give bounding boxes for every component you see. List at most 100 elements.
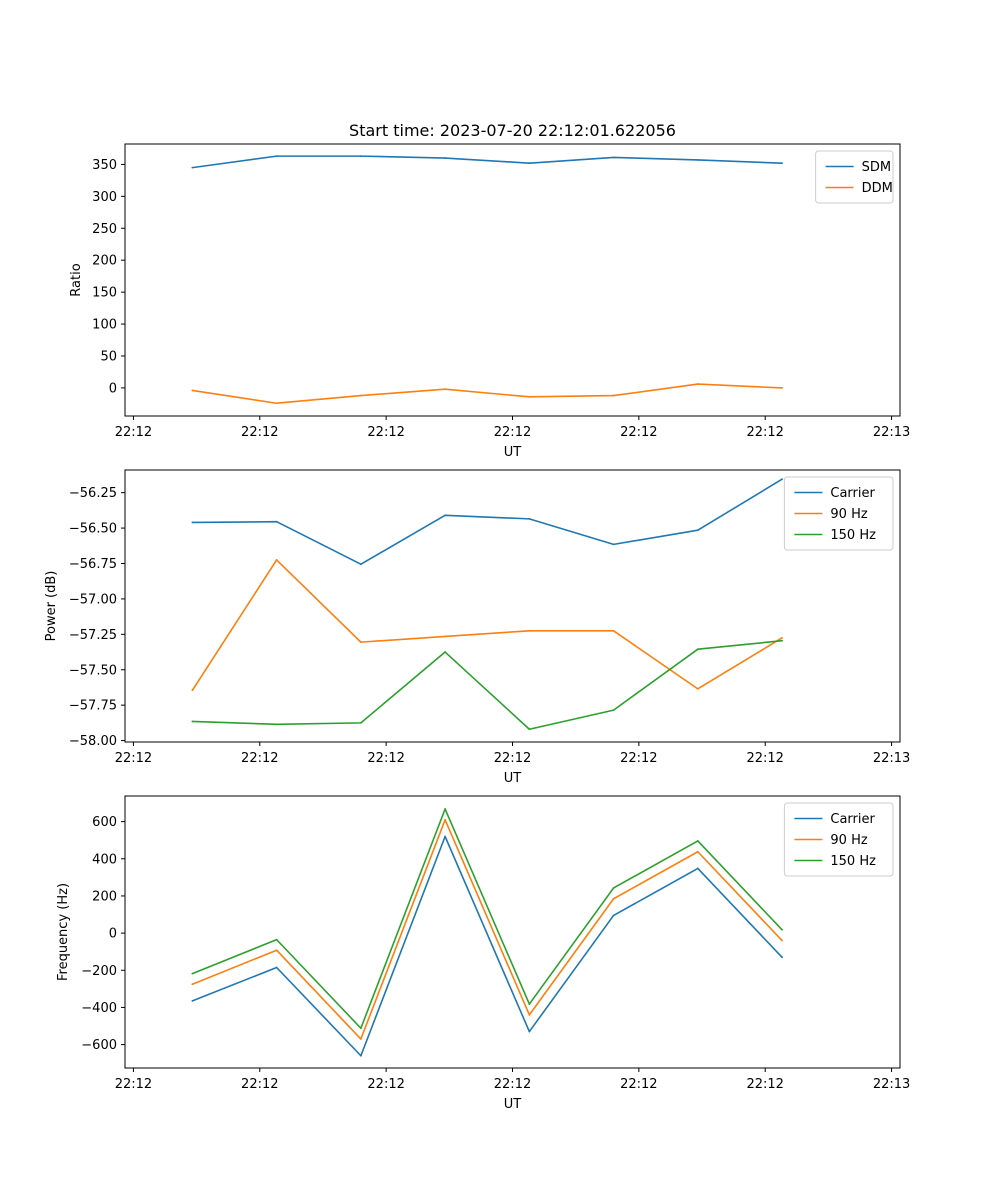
panel-3-data-point-150-hz [781, 928, 783, 931]
panel-2-data-point-90-hz [359, 641, 362, 644]
panel-1-data-point-sdm [275, 155, 278, 158]
panel-2-data-point-carrier [444, 514, 447, 517]
panel-1-frame [124, 143, 901, 417]
panel-2-x-axis-label: UT [504, 771, 522, 786]
panel-3-data-point-carrier [696, 867, 699, 870]
panel-3-data-point-90-hz [359, 1038, 362, 1040]
panel-1-data-point-sdm [781, 162, 783, 165]
panel-1-data-point-ddm [359, 394, 362, 397]
panel-3-y-tick-label: −200 [81, 964, 117, 979]
panel-1-x-tick-label: 22:12 [367, 425, 404, 440]
panel-3-data-point-carrier [275, 966, 278, 969]
panel-3-data-point-150-hz [696, 840, 699, 842]
panel-1-legend-label-sdm: SDM [862, 160, 891, 175]
panel-2-y-tick-label: −57.00 [69, 592, 117, 607]
panel-3-y-axis-label: Frequency (Hz) [56, 883, 71, 981]
panel-3-data-point-150-hz [275, 938, 278, 941]
panel-3-data-point-150-hz [444, 808, 447, 810]
panel-3-x-tick-label: 22:13 [873, 1077, 910, 1092]
panel-1-legend-label-ddm: DDM [862, 181, 893, 196]
panel-2-x-tick-label: 22:13 [873, 751, 910, 766]
panel-2-data-point-150-hz [275, 723, 278, 726]
panel-3-data-point-carrier [359, 1054, 362, 1057]
panel-2-legend-label-carrier: Carrier [830, 486, 875, 501]
panel-2-data-point-carrier [275, 520, 278, 523]
panel-1-y-tick-label: 100 [92, 318, 117, 333]
panel-1-x-axis-label: UT [504, 445, 522, 460]
panel-1-x-tick-label: 22:12 [241, 425, 278, 440]
panel-2-x-tick-label: 22:12 [367, 751, 404, 766]
panel-1-data-point-sdm [528, 162, 531, 165]
panel-1-data-point-ddm [528, 395, 531, 398]
panel-1: 22:12 22:12 22:12 22:12 22:12 22:12 22:13 0 50 10… [69, 143, 910, 460]
panel-1-y-tick-label: 250 [92, 222, 117, 237]
panel-3-y-tick-label: −600 [81, 1038, 117, 1053]
panel-2-data-point-90-hz [275, 559, 278, 561]
panel-2-y-tick-label: −57.25 [69, 628, 117, 643]
panel-1-x-tick-label: 22:12 [620, 425, 657, 440]
panel-2-data-point-carrier [781, 478, 783, 481]
panel-2-y-axis-label: Power (dB) [44, 571, 59, 642]
panel-2-data-point-90-hz [612, 629, 615, 632]
panel-1-data-point-ddm [275, 402, 278, 405]
panel-3-x-axis-label: UT [504, 1097, 522, 1112]
panel-2-x-tick-label: 22:12 [494, 751, 531, 766]
panel-3-data-point-150-hz [528, 1003, 531, 1005]
panel-3-y-tick-label: 200 [92, 889, 117, 904]
panel-2-legend-label-150-hz: 150 Hz [830, 528, 876, 543]
panel-1-x-tick-label: 22:12 [115, 425, 152, 440]
panel-1-data-point-ddm [612, 394, 615, 397]
panel-3-x-tick-label: 22:12 [241, 1077, 278, 1092]
panel-2-data-point-carrier [696, 529, 699, 532]
panel-2-data-point-150-hz [612, 709, 615, 712]
panel-1-x-tick-label: 22:13 [873, 425, 910, 440]
panel-2-y-tick-label: −57.50 [69, 663, 117, 678]
panel-3-legend [783, 802, 894, 877]
panel-2-data-point-carrier [191, 521, 194, 524]
panel-3-x-tick-label: 22:12 [746, 1077, 783, 1092]
panel-1-data-point-sdm [444, 157, 447, 159]
panel-3-x-tick-label: 22:12 [494, 1077, 531, 1092]
panel-3-data-point-90-hz [444, 818, 447, 821]
panel-3-data-point-90-hz [612, 897, 615, 900]
chart-title: Start time: 2023-07-20 22:12:01.622056 [349, 121, 676, 140]
panel-1-x-tick-label: 22:12 [746, 425, 783, 440]
panel-3-series-line-150-hz [192, 808, 783, 1030]
panel-2-data-point-150-hz [444, 651, 447, 653]
panel-3-y-tick-label: 600 [92, 815, 117, 830]
panel-3-data-point-carrier [191, 1000, 194, 1002]
panel-3-series-line-carrier [192, 835, 783, 1057]
panel-2-data-point-carrier [528, 517, 531, 520]
panel-3-y-tick-label: 0 [109, 927, 117, 942]
panel-2-data-point-150-hz [359, 721, 362, 724]
panel-1-series-line-sdm [192, 155, 783, 169]
panel-2-y-tick-label: −57.75 [69, 699, 117, 714]
panel-3-data-point-carrier [781, 956, 783, 959]
panel-1-y-tick-label: 50 [100, 349, 117, 364]
panel-3-series-line-90-hz [192, 818, 783, 1040]
panel-2-data-point-90-hz [781, 636, 783, 639]
panel-3-x-tick-label: 22:12 [620, 1077, 657, 1092]
panel-2-legend-label-90-hz: 90 Hz [830, 507, 867, 522]
panel-2-y-tick-label: −56.75 [69, 557, 117, 572]
panel-1-legend [815, 150, 894, 204]
panel-1-y-tick-label: 200 [92, 254, 117, 269]
panel-1-y-tick-label: 150 [92, 286, 117, 301]
panel-2-data-point-90-hz [444, 635, 447, 638]
panel-1-y-axis-label: Ratio [69, 263, 84, 296]
panel-2-data-point-90-hz [191, 689, 194, 692]
panel-2-frame [124, 469, 901, 743]
panel-1-data-point-sdm [359, 155, 362, 158]
panel-2-y-tick-label: −58.00 [69, 734, 117, 749]
panel-3-data-point-90-hz [528, 1013, 531, 1016]
panel-3-y-tick-label: 400 [92, 852, 117, 867]
panel-3-legend-label-90-hz: 90 Hz [830, 833, 867, 848]
panel-1-data-point-sdm [696, 159, 699, 161]
panel-1-y-tick-label: 300 [92, 190, 117, 205]
panel-2-series-line-carrier [192, 478, 783, 566]
panel-1-data-point-sdm [191, 166, 194, 169]
panel-3-data-point-150-hz [359, 1027, 362, 1030]
panel-1-data-point-ddm [696, 383, 699, 385]
panel-2-data-point-90-hz [528, 629, 531, 632]
